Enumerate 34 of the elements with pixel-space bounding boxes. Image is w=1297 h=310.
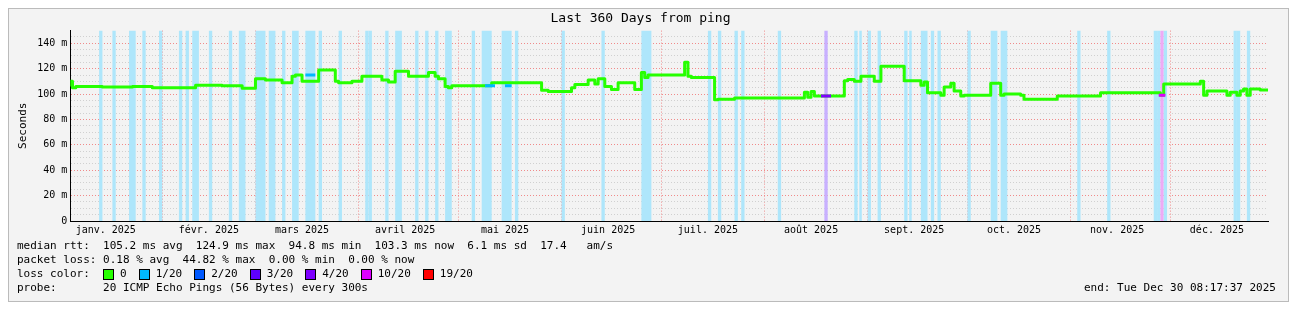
y-tick-label: 100 m	[37, 87, 68, 99]
text: probe: 20 ICMP Echo Pings (56 Bytes) every 300s	[17, 281, 368, 295]
x-tick-label: févr. 2025	[178, 223, 239, 235]
y-tick-label: 140 m	[37, 36, 68, 48]
y-tick-label: 80 m	[43, 113, 68, 125]
y-tick-label: 60 m	[43, 138, 68, 150]
x-tick-label: nov. 2025	[1090, 223, 1145, 235]
y-tick-label: 120 m	[37, 62, 68, 74]
y-axis-title: Seconds	[16, 102, 30, 149]
x-tick-label: juin 2025	[581, 223, 636, 235]
legend-label: 2/20	[211, 267, 238, 281]
x-tick-label: janv. 2025	[75, 223, 136, 235]
legend-label: 10/20	[377, 267, 411, 281]
x-tick-label: mars 2025	[274, 223, 330, 235]
x-tick-label: mai 2025	[480, 223, 530, 235]
x-tick-label: avril 2025	[375, 223, 436, 235]
y-tick-label: 20 m	[43, 189, 68, 201]
x-tick-label: déc. 2025	[1189, 223, 1245, 235]
x-tick-label: août 2025	[783, 223, 839, 235]
legend-label: 3/20	[266, 267, 294, 281]
text: packet loss: 0.18 % avg 44.82 % max 0.00 % min 0.00 % now	[17, 253, 416, 267]
legend-label: 4/20	[322, 267, 349, 281]
legend-label: 19/20	[439, 267, 473, 281]
x-tick-label: oct. 2025	[986, 223, 1042, 235]
x-tick-label: sept. 2025	[884, 223, 945, 235]
legend-title: loss color:	[17, 267, 91, 281]
legend-label: 0	[120, 267, 127, 281]
x-tick-label: juil. 2025	[677, 223, 739, 235]
text: end: Tue Dec 30 08:17:37 2025	[1083, 281, 1276, 295]
y-tick-label: 0	[61, 214, 68, 226]
y-tick-label: 40 m	[43, 163, 68, 175]
text: median rtt: 105.2 ms avg 124.9 ms max 94.8 ms min 103.3 ms now 6.1 ms sd 17.4 am/s	[17, 239, 615, 253]
chart-title: Last 360 Days from ping	[550, 10, 731, 26]
legend-label: 1/20	[155, 267, 183, 281]
